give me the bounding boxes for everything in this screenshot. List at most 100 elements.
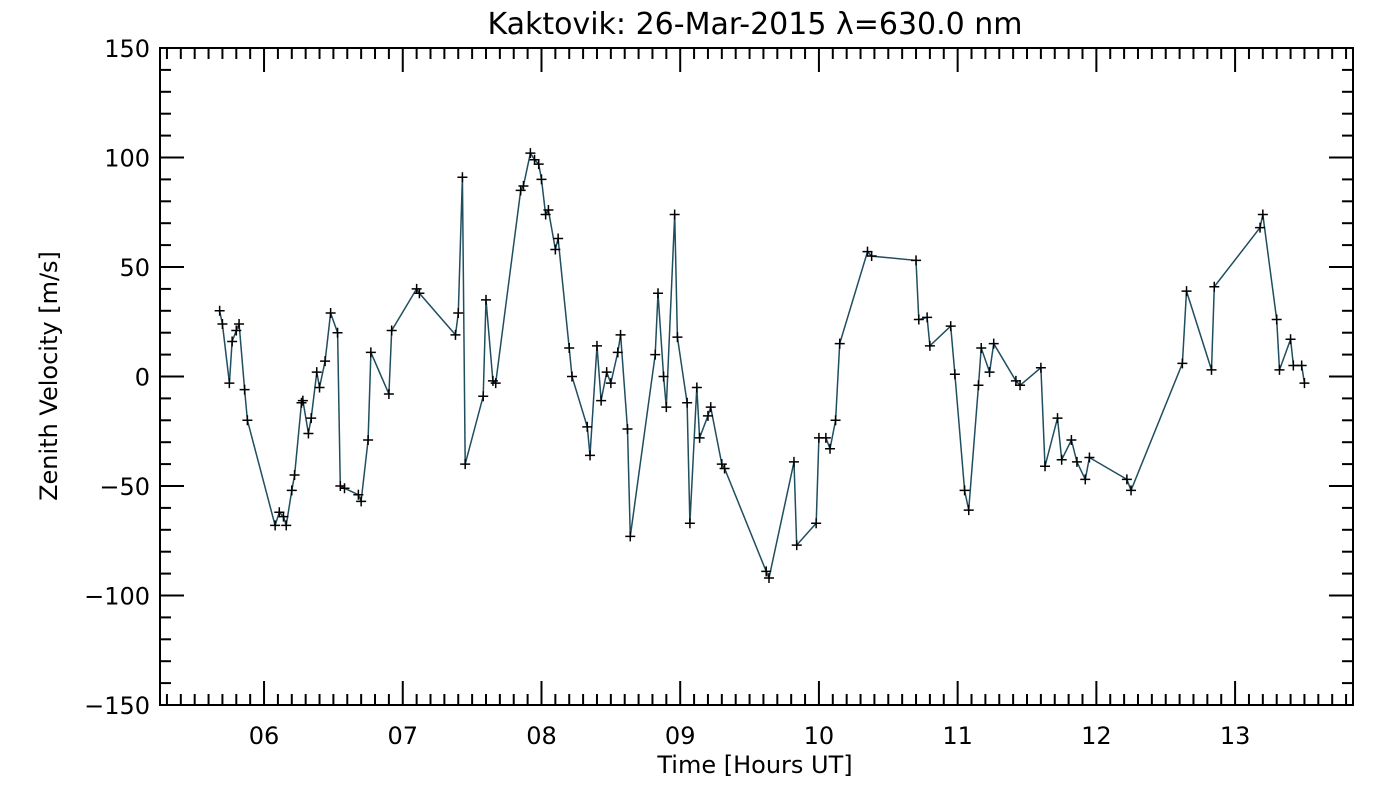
data-point: [830, 415, 841, 426]
data-point: [1010, 375, 1021, 386]
data-point: [332, 327, 343, 338]
data-point: [480, 294, 491, 305]
data-point: [543, 205, 554, 216]
y-axis-label: Zenith Velocity [m/s]: [35, 251, 63, 501]
data-point: [314, 382, 325, 393]
data-point: [1015, 380, 1026, 391]
data-point: [490, 378, 501, 389]
data-point: [1299, 378, 1310, 389]
data-point: [988, 338, 999, 349]
data-point: [973, 380, 984, 391]
data-point: [306, 413, 317, 424]
data-point: [653, 288, 664, 299]
data-point: [963, 505, 974, 516]
data-point: [1177, 358, 1188, 369]
data-point: [567, 371, 578, 382]
data-point: [949, 369, 960, 380]
data-point: [365, 347, 376, 358]
data-point: [1296, 360, 1307, 371]
chart-title: Kaktovik: 26-Mar-2015 λ=630.0 nm: [487, 7, 1022, 42]
data-point: [825, 443, 836, 454]
data-point: [601, 367, 612, 378]
data-point: [702, 410, 713, 421]
data-point: [1271, 314, 1282, 325]
data-point: [615, 329, 626, 340]
data-point: [1285, 334, 1296, 345]
data-point: [224, 378, 235, 389]
x-tick-label: 09: [665, 722, 696, 750]
y-tick-label: 150: [104, 35, 150, 63]
data-point: [339, 483, 350, 494]
data-point: [945, 321, 956, 332]
data-point: [1255, 222, 1266, 233]
data-point: [684, 518, 695, 529]
data-point: [270, 520, 281, 531]
data-point: [650, 349, 661, 360]
data-point: [227, 336, 238, 347]
x-tick-labels: 06 07 08 09 10 11 12 13: [249, 722, 1251, 750]
data-point: [234, 318, 245, 329]
data-point: [862, 246, 873, 257]
data-point: [297, 395, 308, 406]
data-point: [1035, 362, 1046, 373]
data-point: [217, 318, 228, 329]
data-point: [596, 395, 607, 406]
data-point: [1080, 474, 1091, 485]
data-point: [1084, 452, 1095, 463]
data-point: [478, 391, 489, 402]
data-point: [1066, 435, 1077, 446]
plot-series: [214, 148, 1310, 583]
data-point: [335, 481, 346, 491]
data-point: [1274, 364, 1285, 375]
data-point: [976, 343, 987, 354]
data-point: [525, 148, 536, 159]
data-point: [1181, 286, 1192, 297]
x-axis-label: Time [Hours UT]: [656, 751, 852, 779]
data-point: [550, 244, 561, 255]
data-point: [834, 338, 845, 349]
data-point: [1209, 281, 1220, 292]
data-point: [763, 572, 774, 583]
x-tick-label: 08: [526, 722, 557, 750]
y-tick-label: 50: [119, 254, 150, 282]
data-point: [536, 174, 547, 185]
data-point: [622, 424, 633, 435]
data-point: [761, 566, 772, 577]
data-point: [820, 432, 831, 443]
data-point: [274, 507, 285, 518]
data-point: [214, 305, 225, 316]
series-line: [218, 151, 1306, 581]
data-point: [231, 325, 242, 336]
data-point: [533, 159, 544, 170]
x-tick-label: 10: [804, 722, 835, 750]
data-point: [591, 340, 602, 351]
data-point: [866, 251, 877, 262]
data-point: [242, 415, 253, 426]
data-point: [612, 347, 623, 358]
data-point: [911, 255, 922, 266]
y-tick-label: −50: [99, 473, 150, 501]
y-tick-label: 100: [104, 145, 150, 173]
data-point: [311, 367, 322, 378]
data-point: [386, 325, 397, 336]
data-point: [1257, 209, 1268, 220]
data-point: [661, 402, 672, 413]
data-point: [296, 397, 307, 408]
data-point: [1071, 456, 1082, 467]
data-point: [529, 154, 540, 165]
data-point: [1056, 454, 1067, 465]
data-point: [924, 340, 935, 351]
data-point: [625, 531, 636, 542]
data-point: [669, 209, 680, 220]
y-tick-label: 0: [135, 364, 150, 392]
data-point: [913, 314, 924, 325]
data-point: [450, 329, 461, 340]
data-point: [811, 518, 822, 529]
x-tick-label: 12: [1081, 722, 1112, 750]
data-point: [356, 496, 367, 507]
x-tick-label: 13: [1220, 722, 1251, 750]
data-point: [705, 402, 716, 413]
data-point: [1206, 364, 1217, 375]
data-point: [984, 367, 995, 378]
